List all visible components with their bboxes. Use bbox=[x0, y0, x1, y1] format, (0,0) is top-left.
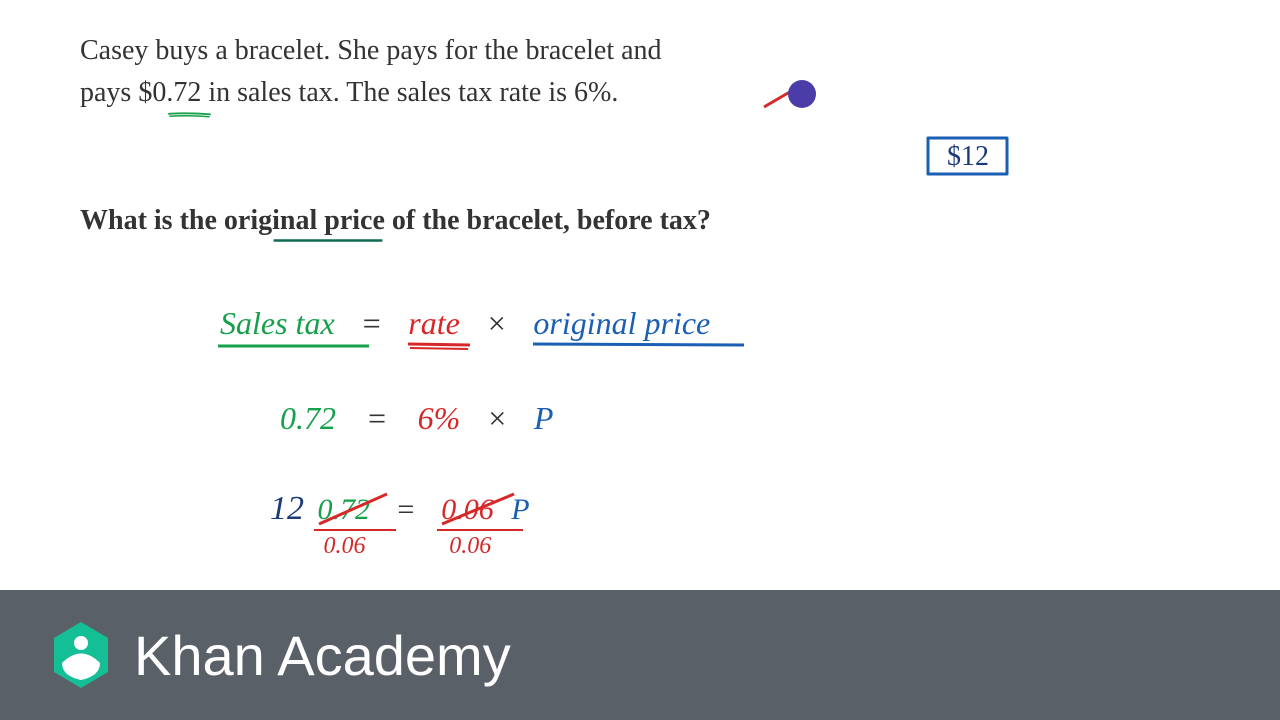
price-underline-annotation bbox=[152, 112, 227, 118]
problem-line2-suffix: . bbox=[611, 77, 618, 108]
question-prefix: What is the bbox=[80, 205, 224, 236]
tax-rate: 6% bbox=[574, 77, 611, 108]
eq3-denom-right: 0.06 bbox=[449, 533, 491, 560]
eq1-rhs: original price bbox=[533, 305, 710, 341]
eq2-p: P bbox=[534, 400, 554, 436]
eq2-lhs: 0.72 bbox=[280, 400, 336, 436]
eq3-twelve: 12 bbox=[270, 490, 304, 527]
eq3-rate-crossout bbox=[437, 489, 519, 531]
eq3-denom-left: 0.06 bbox=[324, 533, 366, 560]
tax-amount: $0.72 bbox=[138, 77, 201, 108]
question-suffix: of the bracelet, before tax? bbox=[385, 205, 711, 236]
problem-line2-prefix: pays bbox=[80, 77, 138, 108]
eq2-times: × bbox=[486, 400, 508, 436]
question-text: What is the original price of the bracel… bbox=[80, 205, 711, 237]
eq1-lhs: Sales tax bbox=[220, 305, 343, 341]
eq2-rate: 6% bbox=[418, 400, 461, 436]
equation-row-1: Sales tax = rate × original price bbox=[220, 305, 710, 342]
original-price-underline bbox=[239, 238, 417, 243]
eq3-lhs-crossout bbox=[314, 489, 392, 531]
answer-value: $12 bbox=[947, 141, 989, 172]
brand-name: Khan Academy bbox=[134, 623, 511, 688]
problem-line2-mid: in sales tax. The sales tax rate is bbox=[201, 77, 574, 108]
eq1-times: × bbox=[486, 305, 508, 341]
khan-logo-icon bbox=[50, 620, 112, 690]
cursor-indicator bbox=[788, 80, 816, 108]
answer-box: $12 bbox=[920, 130, 1015, 182]
question-underlined: original price bbox=[224, 205, 385, 236]
eq1-rate: rate bbox=[408, 305, 468, 341]
footer-bar: Khan Academy bbox=[0, 590, 1280, 720]
eq2-equals: = bbox=[366, 400, 388, 436]
eq3-equals: = bbox=[396, 493, 416, 526]
eq1-equals: = bbox=[361, 305, 383, 341]
equation-row-2: 0.72 = 6% × P bbox=[280, 400, 553, 437]
equation-row-3: 12 0.72 0.06 = 0.06 0.06 P bbox=[270, 490, 530, 528]
problem-line1: Casey buys a bracelet. She pays for the … bbox=[80, 35, 662, 66]
